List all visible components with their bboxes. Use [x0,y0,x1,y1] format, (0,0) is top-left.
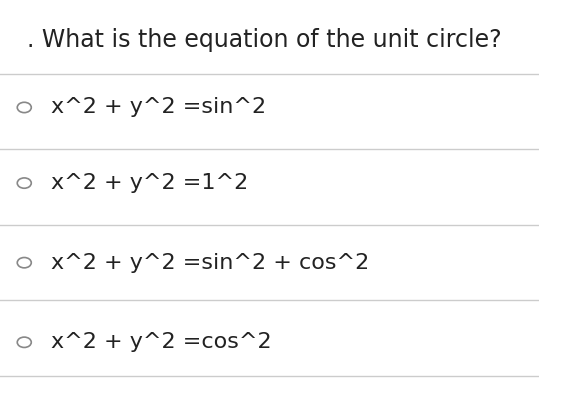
Text: x^2 + y^2 =sin^2 + cos^2: x^2 + y^2 =sin^2 + cos^2 [51,253,370,273]
Text: x^2 + y^2 =cos^2: x^2 + y^2 =cos^2 [51,332,272,352]
Text: . What is the equation of the unit circle?: . What is the equation of the unit circl… [27,28,502,52]
Text: x^2 + y^2 =sin^2: x^2 + y^2 =sin^2 [51,98,266,117]
Text: x^2 + y^2 =1^2: x^2 + y^2 =1^2 [51,173,248,193]
